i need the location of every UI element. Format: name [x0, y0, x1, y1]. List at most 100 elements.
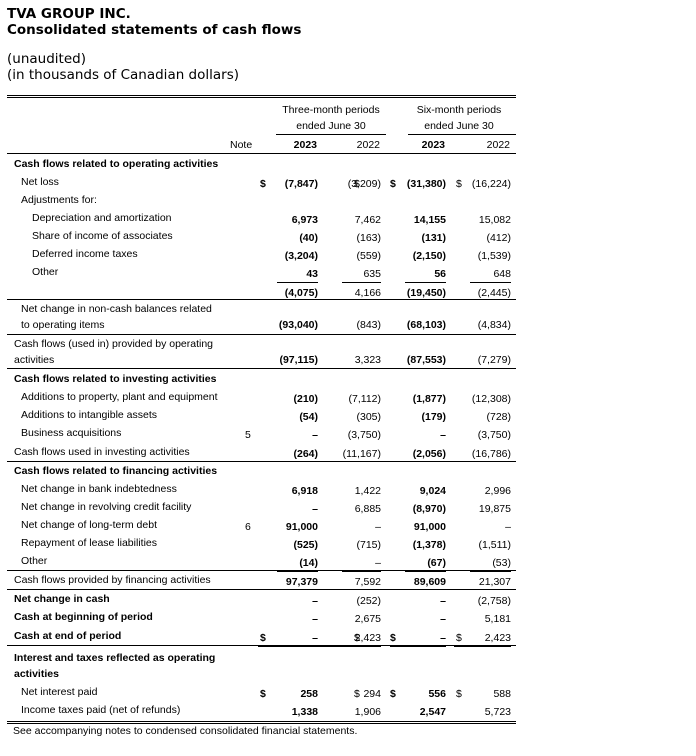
note-column-header: Note [230, 139, 253, 151]
amount-cell: (16,224) [471, 178, 511, 190]
amount-cell: (12,308) [471, 393, 511, 405]
row-label-continued: to operating items [21, 319, 105, 331]
amount-cell: 648 [493, 268, 511, 280]
row-label: Share of income of associates [32, 230, 173, 242]
amount-cell: (14) [299, 557, 318, 569]
amount-cell: (179) [421, 411, 446, 423]
subtotal-underline [470, 282, 511, 283]
amount-cell: 43 [306, 268, 318, 280]
amount-cell: (93,040) [278, 319, 318, 331]
amount-cell: 4,166 [354, 287, 381, 299]
currency-symbol: $ [390, 688, 396, 700]
subtotal-underline [342, 571, 381, 572]
amount-cell: 56 [434, 268, 446, 280]
subtotal-underline [277, 571, 318, 572]
subtotal-underline [277, 282, 318, 283]
amount-cell: 7,592 [354, 576, 381, 588]
amount-cell: (163) [356, 232, 381, 244]
amount-cell: (68,103) [406, 319, 446, 331]
currency-symbol: $ [456, 178, 462, 190]
six-month-header-line2: ended June 30 [424, 120, 494, 132]
row-label: Adjustments for: [21, 194, 97, 206]
amount-cell: 91,000 [285, 521, 318, 533]
amount-cell: (40) [299, 232, 318, 244]
amount-cell: 5,181 [484, 613, 511, 625]
row-label: Cash flows provided by financing activit… [14, 574, 211, 586]
company-name: TVA GROUP INC. [7, 6, 131, 22]
amount-cell: 7,462 [354, 214, 381, 226]
subtotal-underline [470, 571, 511, 572]
currency-symbol: $ [260, 632, 266, 644]
amount-cell: (1,539) [477, 250, 511, 262]
row-label-continued: activities [14, 354, 55, 366]
row-label-continued: activities [14, 668, 59, 680]
row-label: Deferred income taxes [32, 248, 138, 260]
amount-cell: – [375, 521, 381, 533]
amount-cell: (19,450) [406, 287, 446, 299]
currency-symbol: $ [390, 178, 396, 190]
subtotal-underline [454, 646, 511, 647]
year-header-6m-2023: 2023 [421, 139, 445, 151]
amount-cell: 91,000 [413, 521, 446, 533]
amount-cell: – [312, 632, 318, 644]
subtotal-underline [342, 282, 381, 283]
amount-cell: (843) [356, 319, 381, 331]
three-month-header-underline [276, 134, 386, 135]
amount-cell: (715) [356, 539, 381, 551]
amount-cell: (3,209) [347, 178, 381, 190]
row-label: Other [32, 266, 59, 278]
row-label: Net change in non-cash balances related [21, 303, 212, 315]
amount-cell: 2,423 [354, 632, 381, 644]
row-label: Cash flows related to operating activiti… [14, 158, 219, 170]
amount-cell: (2,758) [477, 595, 511, 607]
amount-cell: 19,875 [478, 503, 511, 515]
currency-symbol: $ [354, 632, 360, 644]
section-rule [7, 299, 516, 300]
subtotal-underline [258, 646, 318, 647]
amount-cell: 6,973 [291, 214, 318, 226]
row-label: Net change in revolving credit facility [21, 501, 192, 513]
amount-cell: 5,723 [484, 706, 511, 718]
amount-cell: (67) [427, 557, 446, 569]
section-rule [7, 461, 516, 462]
row-label: Income taxes paid (net of refunds) [21, 704, 181, 716]
currency-symbol: $ [260, 688, 266, 700]
statement-title: Consolidated statements of cash flows [7, 22, 302, 38]
amount-cell: (210) [293, 393, 318, 405]
row-label: Cash flows related to financing activiti… [14, 465, 218, 477]
row-label: Cash flows (used in) provided by operati… [14, 338, 214, 350]
row-label: Repayment of lease liabilities [21, 537, 157, 549]
row-label: Additions to intangible assets [21, 409, 158, 421]
amount-cell: (4,834) [477, 319, 511, 331]
amount-cell: 2,675 [354, 613, 381, 625]
row-label: Cash at beginning of period [14, 611, 153, 623]
six-month-header-line1: Six-month periods [416, 104, 502, 116]
currency-symbol: $ [456, 688, 462, 700]
amount-cell: – [312, 503, 318, 515]
amount-cell: (16,786) [471, 448, 511, 460]
amount-cell: (728) [486, 411, 511, 423]
footnote: See accompanying notes to condensed cons… [13, 725, 358, 737]
bottom-double-rule [7, 721, 516, 724]
amount-cell: 2,996 [484, 485, 511, 497]
amount-cell: 1,422 [354, 485, 381, 497]
row-label: Net change in cash [14, 593, 110, 605]
top-double-rule [7, 95, 516, 98]
amount-cell: (97,115) [279, 354, 318, 366]
amount-cell: (252) [356, 595, 381, 607]
amount-cell: – [375, 557, 381, 569]
amount-cell: (53) [492, 557, 511, 569]
amount-cell: – [440, 613, 446, 625]
row-label: Other [21, 555, 48, 567]
amount-cell: – [312, 613, 318, 625]
subtotal-underline [318, 646, 381, 647]
section-rule [7, 570, 516, 571]
unaudited-note: (unaudited) [7, 51, 86, 67]
amount-cell: (2,150) [412, 250, 446, 262]
six-month-header-underline [408, 134, 516, 135]
header-bottom-rule [7, 153, 516, 154]
amount-cell: 9,024 [419, 485, 446, 497]
amount-cell: 97,379 [285, 576, 318, 588]
section-rule [7, 645, 516, 646]
three-month-header-line1: Three-month periods [282, 104, 380, 116]
